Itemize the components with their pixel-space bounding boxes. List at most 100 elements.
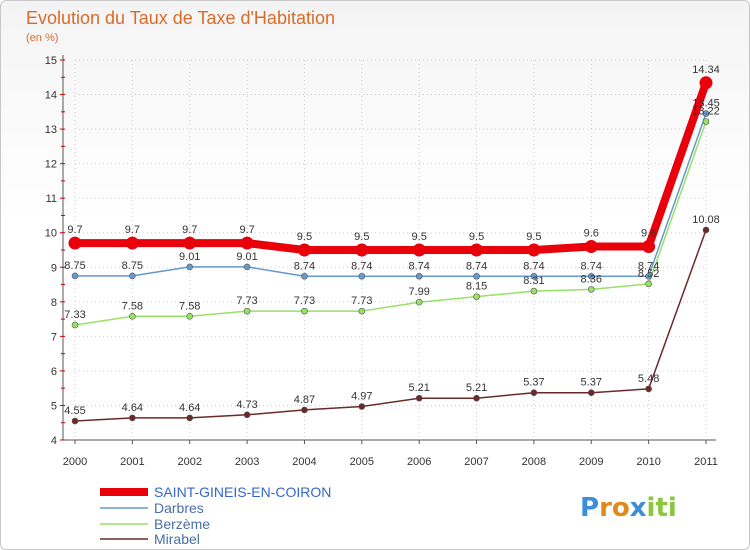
data-point — [587, 389, 595, 396]
series-line-0 — [75, 81, 710, 254]
data-label: 5.48 — [638, 373, 659, 385]
data-point — [473, 272, 480, 280]
y-tick-label: 14 — [45, 90, 57, 102]
data-label: 9.6 — [584, 228, 599, 240]
y-tick-label: 11 — [46, 193, 57, 205]
y-tick-label: 5 — [51, 400, 57, 412]
data-point — [183, 236, 197, 250]
data-labels: 9.7 9.7 9.7 9.7 9.5 9.5 9.5 9.5 9.5 9.6 9.6 14.34 8.… — [64, 64, 719, 417]
data-label: 8.36 — [581, 273, 602, 285]
data-point — [358, 307, 366, 315]
series-lines — [74, 81, 710, 422]
data-point — [584, 240, 598, 254]
data-label: 9.7 — [239, 224, 254, 236]
x-tick-label: 2006 — [407, 456, 431, 468]
y-tick-label: 13 — [45, 124, 57, 136]
data-point — [129, 414, 136, 422]
x-tick-label: 2005 — [350, 456, 374, 468]
data-label: 9.7 — [67, 224, 82, 236]
x-tick-label: 2010 — [636, 456, 660, 468]
data-point — [129, 272, 136, 280]
data-label: 4.64 — [179, 402, 200, 414]
data-label: 8.74 — [466, 260, 487, 272]
data-label: 5.37 — [523, 377, 544, 389]
data-label: 7.73 — [294, 295, 315, 307]
data-label: 9.7 — [125, 224, 140, 236]
data-label: 5.21 — [408, 382, 429, 394]
data-point — [530, 287, 538, 295]
data-point — [125, 236, 139, 250]
data-point — [71, 321, 79, 329]
data-label: 9.5 — [297, 231, 312, 243]
data-label: 9.7 — [182, 224, 197, 236]
data-label: 7.73 — [351, 295, 372, 307]
data-point — [587, 286, 595, 293]
data-label: 4.64 — [122, 402, 143, 414]
data-point — [645, 280, 652, 288]
data-label: 4.97 — [351, 390, 372, 402]
series-line-1 — [75, 113, 707, 278]
data-point — [530, 272, 538, 280]
data-label: 8.75 — [64, 260, 85, 272]
data-point — [530, 389, 538, 396]
data-point — [301, 307, 308, 315]
data-point — [358, 272, 366, 280]
y-tick-label: 15 — [45, 55, 57, 67]
data-label: 13.22 — [692, 105, 720, 117]
y-axis-unit: (en %) — [26, 32, 58, 44]
x-tick-label: 2009 — [579, 456, 603, 468]
x-tick-label: 2000 — [63, 456, 87, 468]
data-point — [415, 272, 423, 280]
data-point — [645, 385, 652, 393]
data-label: 8.74 — [294, 260, 315, 272]
data-point — [243, 411, 251, 419]
x-tick-label: 2001 — [120, 456, 144, 468]
legend-label: Darbres — [154, 500, 204, 516]
data-label: 7.73 — [236, 295, 257, 307]
data-label: 8.75 — [122, 260, 143, 272]
data-label: 9.5 — [526, 231, 541, 243]
data-point — [301, 272, 308, 280]
series-points — [68, 76, 713, 425]
x-tick-label: 2004 — [292, 456, 316, 468]
chart-title: Evolution du Taux de Taxe d'Habitation — [26, 8, 335, 28]
y-tick-label: 7 — [51, 331, 57, 343]
data-label: 5.21 — [466, 382, 487, 394]
y-tick-label: 4 — [51, 435, 57, 447]
data-point — [243, 263, 251, 271]
axes: 4 5 6 7 8 9 10 11 12 13 14 15 2000 2001 2002 2003 2004 20… — [45, 55, 718, 468]
data-label: 9.01 — [179, 251, 200, 263]
legend: SAINT-GINEIS-EN-COIRONDarbresBerzèmeMira… — [100, 484, 331, 547]
data-point — [473, 394, 480, 402]
x-tick-label: 2011 — [694, 456, 718, 468]
data-point — [412, 243, 426, 257]
y-tick-label: 6 — [51, 366, 57, 378]
data-point — [71, 272, 79, 280]
data-label: 8.52 — [638, 268, 659, 280]
proxiti-logo: Proxiti — [580, 493, 677, 523]
data-label: 9.5 — [412, 231, 427, 243]
data-label: 9.01 — [236, 251, 257, 263]
y-tick-label: 8 — [51, 297, 57, 309]
x-tick-label: 2007 — [464, 456, 488, 468]
series-line-3 — [74, 229, 707, 422]
data-point — [527, 243, 541, 257]
data-point — [186, 263, 194, 271]
data-label: 10.08 — [692, 214, 720, 226]
data-label: 5.37 — [581, 377, 602, 389]
data-label: 7.58 — [122, 300, 143, 312]
y-tick-label: 9 — [51, 262, 57, 274]
data-label: 14.34 — [692, 64, 720, 76]
data-point — [645, 272, 652, 280]
data-label: 9.5 — [354, 231, 369, 243]
legend-label: Mirabel — [154, 531, 200, 547]
data-point — [186, 313, 194, 320]
data-label: 7.99 — [408, 286, 429, 298]
data-label: 8.15 — [466, 281, 487, 293]
y-tick-label: 10 — [45, 228, 57, 240]
data-label: 9.6 — [641, 228, 656, 240]
data-point — [587, 272, 595, 280]
data-point — [68, 236, 82, 250]
